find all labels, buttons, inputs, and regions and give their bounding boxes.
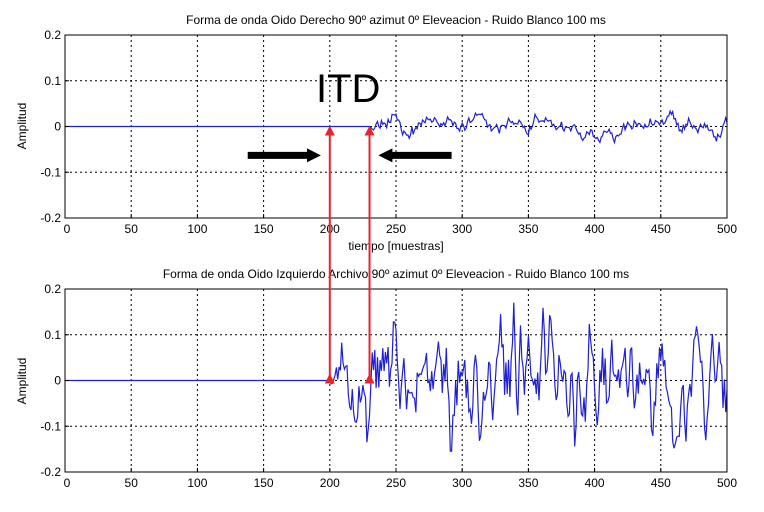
bottom-xtick-label-250: 250 xyxy=(386,476,406,490)
top-plot-ticks: 0501001502002503003504004505000.20.10-0.… xyxy=(40,28,737,236)
bottom-xtick-label-150: 150 xyxy=(254,476,274,490)
top-waveform xyxy=(65,109,728,145)
top-xtick-label-450: 450 xyxy=(651,222,671,236)
bottom-ytick-label-0: 0 xyxy=(54,374,61,388)
itd-label: ITD xyxy=(316,67,380,111)
top-ytick-label-0.1: 0.1 xyxy=(44,74,61,88)
bottom-ytick-label--0.1: -0.1 xyxy=(40,419,61,433)
top-xtick-label-0: 0 xyxy=(64,222,71,236)
top-plot-ylabel: Amplitud xyxy=(15,103,29,150)
bottom-xtick-label-200: 200 xyxy=(320,476,340,490)
bottom-xtick-label-450: 450 xyxy=(651,476,671,490)
itd-annotation: ITD xyxy=(247,67,452,384)
bottom-plot-left-ear: Forma de onda Oido Izquierdo Archivo 90º… xyxy=(15,267,737,490)
bottom-xtick-label-400: 400 xyxy=(585,476,605,490)
bottom-plot-ylabel: Amplitud xyxy=(15,358,29,405)
top-ytick-label--0.2: -0.2 xyxy=(40,211,61,225)
bottom-waveform xyxy=(65,302,728,452)
top-xtick-label-50: 50 xyxy=(125,222,139,236)
bottom-plot-ticks: 0 50 100 150 200 250 300 350 400 450 5000.20.10-0.… xyxy=(40,282,737,490)
top-ytick-label--0.1: -0.1 xyxy=(40,165,61,179)
bottom-plot-title: Forma de onda Oido Izquierdo Archivo 90º… xyxy=(163,267,629,281)
top-plot-series xyxy=(65,109,728,145)
top-ytick-label-0: 0 xyxy=(54,120,61,134)
bottom-ytick-label-0.1: 0.1 xyxy=(44,328,61,342)
bottom-xtick-label-500: 500 xyxy=(717,476,737,490)
top-xtick-label-400: 400 xyxy=(585,222,605,236)
bottom-xtick-label-300: 300 xyxy=(452,476,472,490)
top-xtick-label-500: 500 xyxy=(717,222,737,236)
bottom-xtick-label-350: 350 xyxy=(518,476,538,490)
bottom-ytick-label-0.2: 0.2 xyxy=(44,282,61,296)
bottom-ytick-label--0.2: -0.2 xyxy=(40,465,61,479)
top-xtick-label-100: 100 xyxy=(187,222,207,236)
top-xtick-label-350: 350 xyxy=(518,222,538,236)
bottom-xtick-label-100: 100 xyxy=(187,476,207,490)
bottom-xtick-label-0: 0 xyxy=(64,476,71,490)
bottom-xtick-label-50: 50 xyxy=(125,476,139,490)
top-plot-title: Forma de onda Oido Derecho 90º azimut 0º… xyxy=(186,13,606,27)
top-xtick-label-150: 150 xyxy=(254,222,274,236)
top-plot-xlabel: tiempo [muestras] xyxy=(348,239,443,253)
bottom-plot-series xyxy=(65,302,728,452)
top-xtick-label-250: 250 xyxy=(386,222,406,236)
top-xtick-label-300: 300 xyxy=(452,222,472,236)
top-ytick-label-0.2: 0.2 xyxy=(44,28,61,42)
top-plot-right-ear: Forma de onda Oido Derecho 90º azimut 0º… xyxy=(15,13,737,253)
